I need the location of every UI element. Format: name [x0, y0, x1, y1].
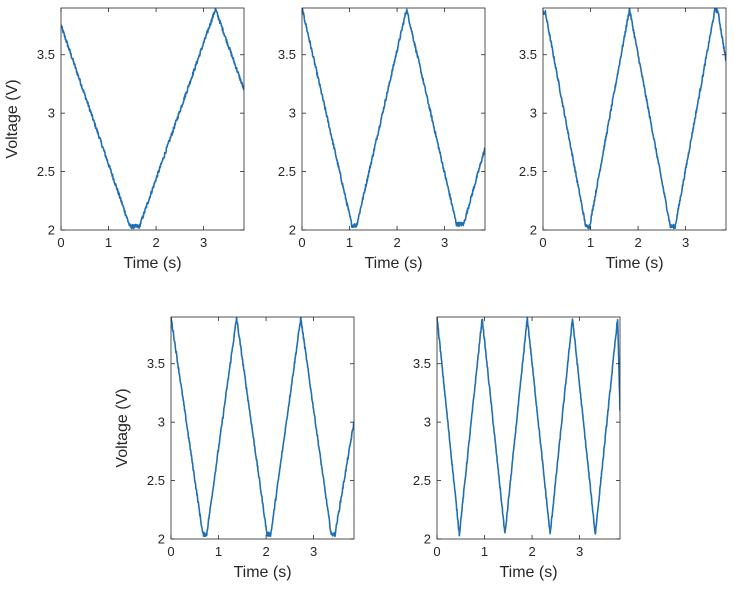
x-tick-label: 1 [587, 235, 594, 250]
x-tick-label: 3 [441, 235, 448, 250]
x-tick-label: 0 [539, 235, 546, 250]
x-tick-label: 2 [393, 235, 400, 250]
x-axis-label: Time (s) [123, 255, 181, 272]
x-axis-label: Time (s) [605, 255, 663, 272]
y-tick-label: 2.5 [519, 164, 537, 179]
y-tick-label: 3 [289, 106, 296, 121]
x-tick-label: 1 [215, 544, 222, 559]
y-tick-label: 2 [530, 223, 537, 238]
y-tick-label: 2 [424, 532, 431, 547]
plot-frame [436, 316, 621, 540]
voltage-trace [543, 8, 726, 230]
y-tick-label: 2 [158, 532, 165, 547]
x-tick-label: 1 [105, 235, 112, 250]
x-axis-label: Time (s) [364, 255, 422, 272]
plot-frame [301, 7, 486, 231]
y-tick-label: 3.5 [278, 47, 296, 62]
x-tick-label: 1 [481, 544, 488, 559]
y-tick-label: 2.5 [413, 473, 431, 488]
voltage-trace [437, 317, 620, 537]
y-tick-label: 3 [158, 415, 165, 430]
x-tick-label: 0 [298, 235, 305, 250]
y-tick-label: 3 [424, 415, 431, 430]
y-tick-label: 3.5 [413, 356, 431, 371]
voltage-trace [302, 8, 485, 229]
x-tick-label: 2 [262, 544, 269, 559]
x-tick-label: 3 [310, 544, 317, 559]
x-tick-label: 1 [346, 235, 353, 250]
x-tick-label: 0 [57, 235, 64, 250]
plot-frame [542, 7, 727, 231]
y-tick-label: 2.5 [37, 164, 55, 179]
x-tick-label: 0 [433, 544, 440, 559]
chart-panel-2: 0 1 2 3 2 2.5 3 3.5 Time (s) [278, 7, 486, 272]
y-tick-label: 3.5 [147, 356, 165, 371]
chart-panel-1: 0 1 2 3 2 2.5 3 3.5 Time (s) Voltage (V) [4, 7, 245, 272]
plot-frame [170, 316, 355, 540]
x-axis-label: Time (s) [499, 564, 557, 581]
chart-panel-3: 0 1 2 3 2 2.5 3 3.5 Time (s) [519, 7, 727, 272]
x-tick-label: 2 [152, 235, 159, 250]
chart-panel-5: 0 1 2 3 2 2.5 3 3.5 Time (s) [413, 316, 621, 581]
y-tick-label: 3 [48, 106, 55, 121]
y-tick-label: 2 [289, 223, 296, 238]
plot-frame [60, 7, 245, 231]
y-tick-label: 2.5 [147, 473, 165, 488]
y-tick-label: 2 [48, 223, 55, 238]
y-tick-label: 3.5 [37, 47, 55, 62]
y-tick-label: 3.5 [519, 47, 537, 62]
y-axis-label: Voltage (V) [4, 79, 21, 158]
voltage-trace [61, 8, 244, 230]
x-tick-label: 2 [528, 544, 535, 559]
voltage-trace [171, 317, 354, 538]
chart-panel-4: 0 1 2 3 2 2.5 3 3.5 Time (s) Voltage (V) [114, 316, 355, 581]
x-tick-label: 3 [200, 235, 207, 250]
x-tick-label: 3 [576, 544, 583, 559]
y-tick-label: 3 [530, 106, 537, 121]
x-tick-label: 0 [167, 544, 174, 559]
y-tick-label: 2.5 [278, 164, 296, 179]
x-tick-label: 3 [682, 235, 689, 250]
y-axis-label: Voltage (V) [114, 388, 131, 467]
x-axis-label: Time (s) [233, 564, 291, 581]
x-tick-label: 2 [634, 235, 641, 250]
